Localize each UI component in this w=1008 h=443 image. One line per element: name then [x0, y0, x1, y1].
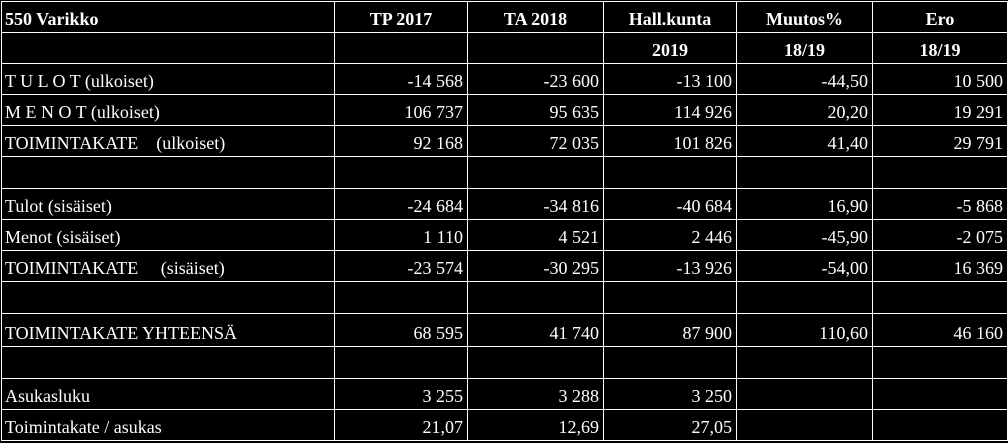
cell-ero [872, 409, 1008, 441]
cell-ta2018: 4 521 [467, 219, 604, 251]
cell-ero: -5 868 [872, 188, 1008, 220]
cell-ta2018: 12,69 [467, 409, 604, 441]
col-header-hallkunta: Hall.kunta [603, 1, 737, 33]
cell-tp2017: 106 737 [334, 94, 468, 126]
row-label: Asukasluku [1, 378, 335, 410]
cell-tp2017: 3 255 [334, 378, 468, 410]
col-header-muutos: Muutos% [736, 1, 873, 33]
subheader-row: 2019 18/19 18/19 [1, 32, 1008, 64]
table-title: 550 Varikko [1, 1, 335, 33]
cell-muutos: 110,60 [736, 313, 873, 347]
cell-muutos [736, 378, 873, 410]
cell-hk2019: -13 100 [603, 63, 737, 95]
col-subheader-year: 2019 [603, 32, 737, 64]
col-header-ta2018: TA 2018 [467, 1, 604, 33]
table-row: Asukasluku 3 255 3 288 3 250 [1, 378, 1008, 410]
table-row: M E N O T (ulkoiset) 106 737 95 635 114 … [1, 94, 1008, 126]
cell-tp2017: 1 110 [334, 219, 468, 251]
empty-cell [467, 32, 604, 64]
col-subheader-muutos-period: 18/19 [736, 32, 873, 64]
spacer-row [1, 346, 1008, 379]
row-label: Menot (sisäiset) [1, 219, 335, 251]
spacer-row [1, 281, 1008, 314]
cell-muutos: -44,50 [736, 63, 873, 95]
cell-hk2019: 27,05 [603, 409, 737, 441]
cell-ero: 10 500 [872, 63, 1008, 95]
cell-tp2017: -23 574 [334, 250, 468, 282]
cell-muutos: -45,90 [736, 219, 873, 251]
table-row: Menot (sisäiset) 1 110 4 521 2 446 -45,9… [1, 219, 1008, 251]
table-row: TOIMINTAKATE (sisäiset) -23 574 -30 295 … [1, 250, 1008, 282]
row-label: TOIMINTAKATE (ulkoiset) [1, 125, 335, 157]
row-label: T U L O T (ulkoiset) [1, 63, 335, 95]
cell-ta2018: -23 600 [467, 63, 604, 95]
row-label: Tulot (sisäiset) [1, 188, 335, 220]
cell-hk2019: 101 826 [603, 125, 737, 157]
row-label: M E N O T (ulkoiset) [1, 94, 335, 126]
cell-muutos: -54,00 [736, 250, 873, 282]
cell-tp2017: 68 595 [334, 313, 468, 347]
cell-tp2017: -24 684 [334, 188, 468, 220]
cell-ero [872, 378, 1008, 410]
cell-ero: 16 369 [872, 250, 1008, 282]
empty-cell [334, 32, 468, 64]
row-label: Toimintakate / asukas [1, 409, 335, 441]
cell-muutos: 20,20 [736, 94, 873, 126]
cell-ta2018: -30 295 [467, 250, 604, 282]
cell-tp2017: 21,07 [334, 409, 468, 441]
table-row: Toimintakate / asukas 21,07 12,69 27,05 [1, 409, 1008, 441]
col-header-ero: Ero [872, 1, 1008, 33]
cell-hk2019: 114 926 [603, 94, 737, 126]
cell-tp2017: 92 168 [334, 125, 468, 157]
cell-ero: 46 160 [872, 313, 1008, 347]
table-row: T U L O T (ulkoiset) -14 568 -23 600 -13… [1, 63, 1008, 95]
cell-ta2018: 95 635 [467, 94, 604, 126]
cell-muutos: 41,40 [736, 125, 873, 157]
table-row: Tulot (sisäiset) -24 684 -34 816 -40 684… [1, 188, 1008, 220]
empty-cell [1, 32, 335, 64]
cell-ta2018: -34 816 [467, 188, 604, 220]
cell-hk2019: -13 926 [603, 250, 737, 282]
col-subheader-ero-period: 18/19 [872, 32, 1008, 64]
cell-muutos: 16,90 [736, 188, 873, 220]
cell-ero: 19 291 [872, 94, 1008, 126]
cell-muutos [736, 409, 873, 441]
row-label: TOIMINTAKATE YHTEENSÄ [1, 313, 335, 347]
cell-hk2019: 3 250 [603, 378, 737, 410]
cell-ero: 29 791 [872, 125, 1008, 157]
cell-ta2018: 41 740 [467, 313, 604, 347]
cell-hk2019: 2 446 [603, 219, 737, 251]
cell-ta2018: 72 035 [467, 125, 604, 157]
cell-hk2019: -40 684 [603, 188, 737, 220]
cell-tp2017: -14 568 [334, 63, 468, 95]
table-row: TOIMINTAKATE (ulkoiset) 92 168 72 035 10… [1, 125, 1008, 157]
table-row-total: TOIMINTAKATE YHTEENSÄ 68 595 41 740 87 9… [1, 313, 1008, 347]
row-label: TOIMINTAKATE (sisäiset) [1, 250, 335, 282]
header-row: 550 Varikko TP 2017 TA 2018 Hall.kunta M… [1, 1, 1008, 33]
cell-ero: -2 075 [872, 219, 1008, 251]
spacer-row [1, 156, 1008, 189]
col-header-tp2017: TP 2017 [334, 1, 468, 33]
cell-hk2019: 87 900 [603, 313, 737, 347]
cell-ta2018: 3 288 [467, 378, 604, 410]
